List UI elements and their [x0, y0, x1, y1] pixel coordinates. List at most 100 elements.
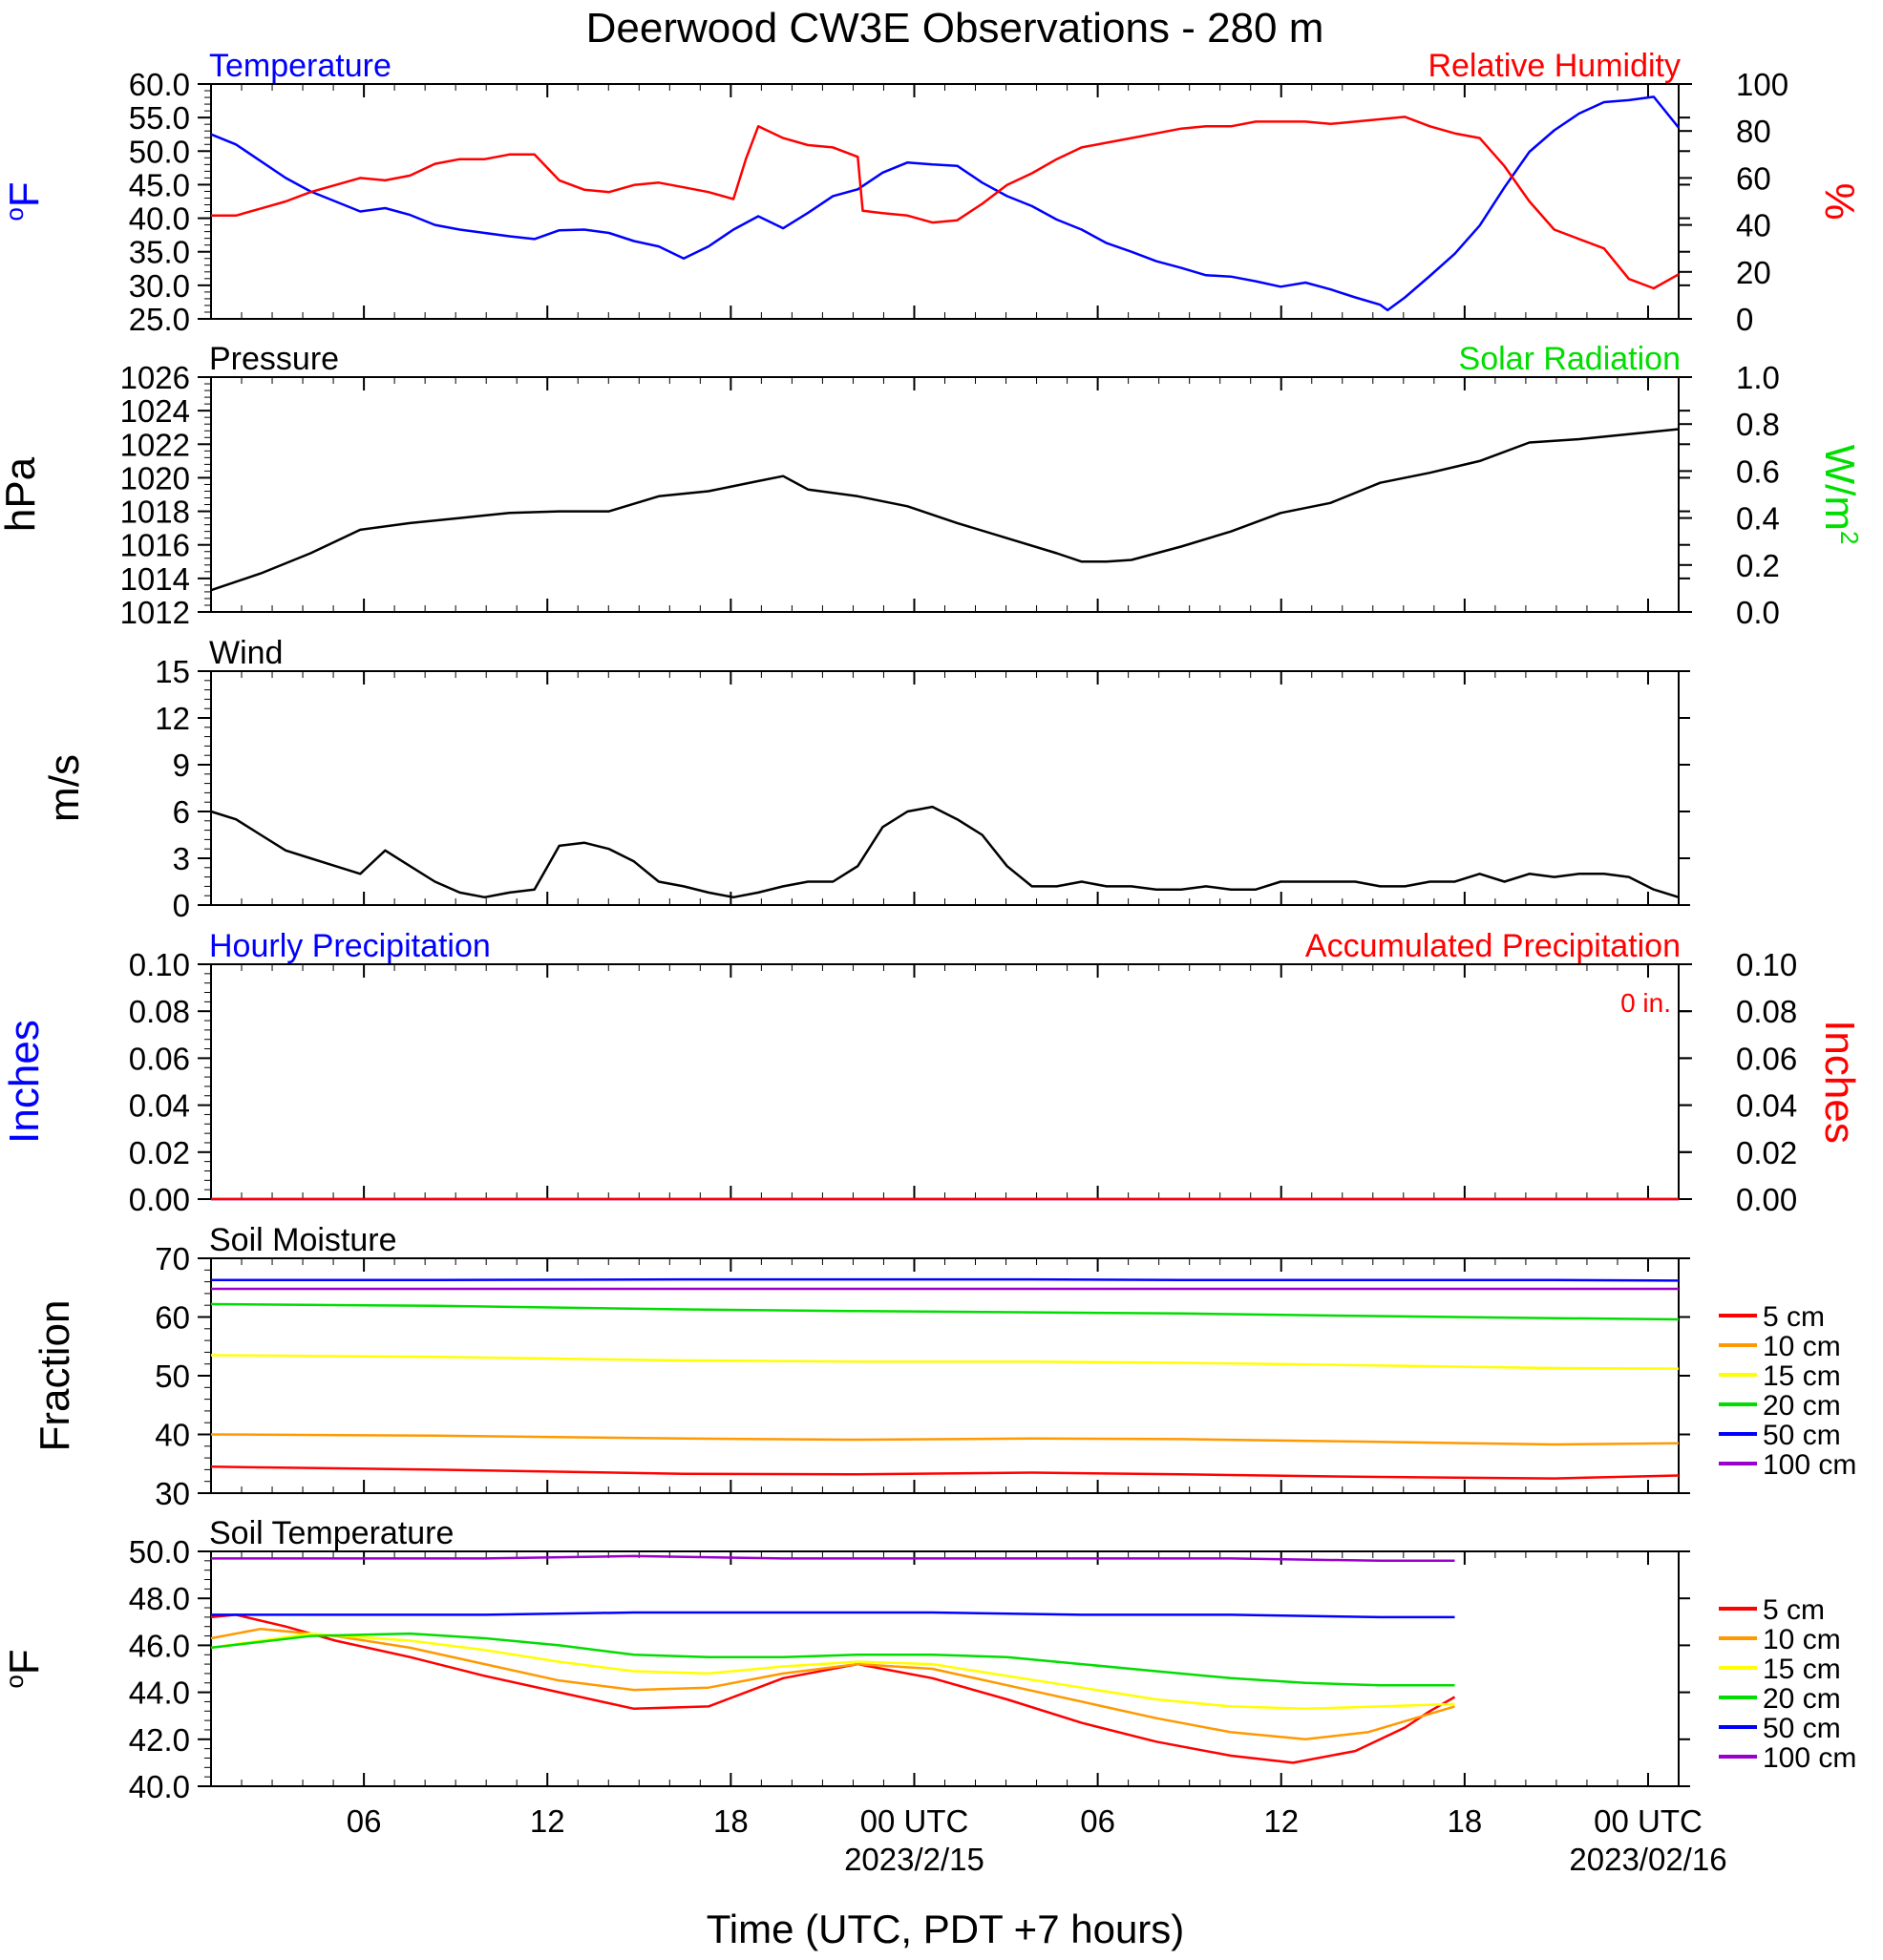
y-axis-label-left-group: Fraction	[32, 1300, 78, 1452]
series-line-pressure-0	[210, 428, 1680, 592]
y-tick-label-right: 20	[1736, 255, 1771, 290]
panel-frame	[210, 83, 1680, 320]
legend-label: 10 cm	[1763, 1624, 1841, 1655]
panel-title-right: Relative Humidity	[1428, 48, 1681, 84]
y-tick-label-right: 0.10	[1736, 947, 1797, 982]
series-line-soil_temperature-5	[211, 1554, 1455, 1563]
y-tick-label-left: 6	[173, 794, 190, 830]
y-tick-label-left: 3	[173, 841, 190, 876]
y-tick-label-left: 0.06	[129, 1041, 190, 1076]
y-tick-label-right: 0.06	[1736, 1041, 1797, 1076]
series-line-soil_moisture-4	[211, 1277, 1680, 1282]
panel-title-right: Accumulated Precipitation	[1305, 928, 1681, 964]
y-tick-label-left: 60.0	[129, 67, 190, 102]
panel-frame	[210, 963, 1680, 1200]
y-axis-label-left-group: hPa	[0, 456, 44, 532]
legend-label: 100 cm	[1763, 1742, 1856, 1774]
y-tick-label-right: 0.8	[1736, 407, 1780, 442]
panel-annotation: 0 in.	[1620, 988, 1671, 1018]
series-line-soil_temperature-1	[210, 1627, 1455, 1741]
legend-label: 5 cm	[1763, 1594, 1825, 1626]
panel-temp_rh: Temperature Relative Humidity 25.030.035.0…	[0, 48, 1863, 337]
y-axis-label-right: Inches	[1816, 1020, 1863, 1144]
y-tick-label-left: 45.0	[129, 167, 190, 202]
y-tick-label-left: 46.0	[129, 1628, 190, 1663]
y-tick-label-left: 0.02	[129, 1135, 190, 1170]
y-tick-label-right: 40	[1736, 208, 1771, 243]
panel-frame	[210, 670, 1680, 906]
series-line-soil_temperature-3	[210, 1632, 1455, 1687]
y-tick-label-left: 0.08	[129, 994, 190, 1029]
y-tick-label-left: 1012	[120, 595, 190, 630]
y-axis-label-right: W/m2	[1816, 445, 1864, 545]
y-tick-label-left: 0	[173, 888, 190, 923]
x-tick-label: 18	[713, 1803, 749, 1839]
panel-title-left: Pressure	[209, 341, 339, 377]
y-tick-label-left: 1020	[120, 460, 190, 495]
y-tick-label-right: 1.0	[1736, 360, 1780, 395]
panel-title-left: Soil Moisture	[209, 1222, 397, 1258]
x-tick-label: 12	[1263, 1803, 1299, 1839]
y-tick-label-left: 35.0	[129, 235, 190, 270]
legend-label: 50 cm	[1763, 1420, 1841, 1451]
x-tick-label: 06	[1080, 1803, 1115, 1839]
panel-title-left: Temperature	[209, 48, 391, 84]
panel-pressure: Pressure Solar Radiation10121014101610181…	[0, 341, 1864, 630]
y-tick-label-left: 40.0	[129, 201, 190, 237]
y-tick-label-right: 0.08	[1736, 994, 1797, 1029]
x-tick-sublabel: 2023/02/16	[1569, 1842, 1726, 1877]
x-tick-label: 12	[530, 1803, 565, 1839]
y-tick-label-left: 1024	[120, 393, 190, 429]
legend-label: 100 cm	[1763, 1449, 1856, 1481]
x-tick-sublabel: 2023/2/15	[844, 1842, 984, 1877]
y-tick-label-left: 1014	[120, 561, 190, 597]
y-tick-label-left: 9	[173, 748, 190, 783]
y-tick-label-right: 100	[1736, 67, 1788, 102]
series-line-temp_rh-0	[210, 95, 1680, 312]
y-axis-label-left-group: oF	[0, 181, 48, 221]
panel-title-right: Solar Radiation	[1459, 341, 1681, 377]
panel-title-left: Soil Temperature	[209, 1515, 454, 1551]
y-axis-label-right-group: Inches	[1816, 1020, 1863, 1144]
y-tick-label-left: 40	[155, 1418, 190, 1453]
y-tick-label-left: 15	[155, 654, 190, 689]
legend-label: 5 cm	[1763, 1301, 1825, 1333]
y-tick-label-right: 0.0	[1736, 595, 1780, 630]
legend-label: 15 cm	[1763, 1360, 1841, 1392]
y-axis-label-left: hPa	[0, 456, 44, 532]
y-tick-label-left: 1026	[120, 360, 190, 395]
y-tick-label-left: 50.0	[129, 134, 190, 169]
y-tick-label-left: 1018	[120, 495, 190, 530]
y-axis-label-left: oF	[0, 1649, 48, 1688]
series-line-wind-0	[210, 805, 1680, 899]
series-line-soil_temperature-4	[211, 1611, 1455, 1619]
series-line-temp_rh-1	[211, 116, 1680, 290]
y-axis-label-right-group: W/m2	[1816, 445, 1864, 545]
y-tick-label-right: 0.6	[1736, 453, 1780, 489]
legend-label: 20 cm	[1763, 1390, 1841, 1422]
y-axis-label-right-group: %	[1816, 182, 1863, 220]
x-tick-label: 06	[347, 1803, 382, 1839]
panel-title-left: Hourly Precipitation	[209, 928, 491, 964]
panel-frame	[210, 376, 1680, 613]
y-tick-label-left: 0.10	[129, 947, 190, 982]
y-tick-label-left: 60	[155, 1300, 190, 1336]
y-tick-label-left: 25.0	[129, 302, 190, 337]
y-tick-label-left: 1016	[120, 528, 190, 563]
series-line-soil_moisture-3	[210, 1302, 1680, 1321]
series-line-soil_temperature-2	[210, 1632, 1455, 1711]
y-tick-label-left: 12	[155, 701, 190, 736]
y-axis-label-left-group: m/s	[41, 754, 88, 822]
panel-precip: Hourly Precipitation Accumulated Precipit…	[1, 928, 1863, 1217]
legend-label: 50 cm	[1763, 1713, 1841, 1744]
y-tick-label-right: 0.00	[1736, 1182, 1797, 1217]
panel-frame	[210, 1550, 1680, 1787]
series-line-soil_moisture-1	[210, 1433, 1680, 1446]
y-tick-label-right: 0.04	[1736, 1088, 1797, 1124]
y-tick-label-right: 0.2	[1736, 548, 1780, 583]
x-axis-label: Time (UTC, PDT +7 hours)	[707, 1907, 1185, 1951]
panel-wind: Wind 0 3 6 9 12 15 m/s	[41, 635, 1690, 923]
y-tick-label-left: 44.0	[129, 1675, 190, 1711]
